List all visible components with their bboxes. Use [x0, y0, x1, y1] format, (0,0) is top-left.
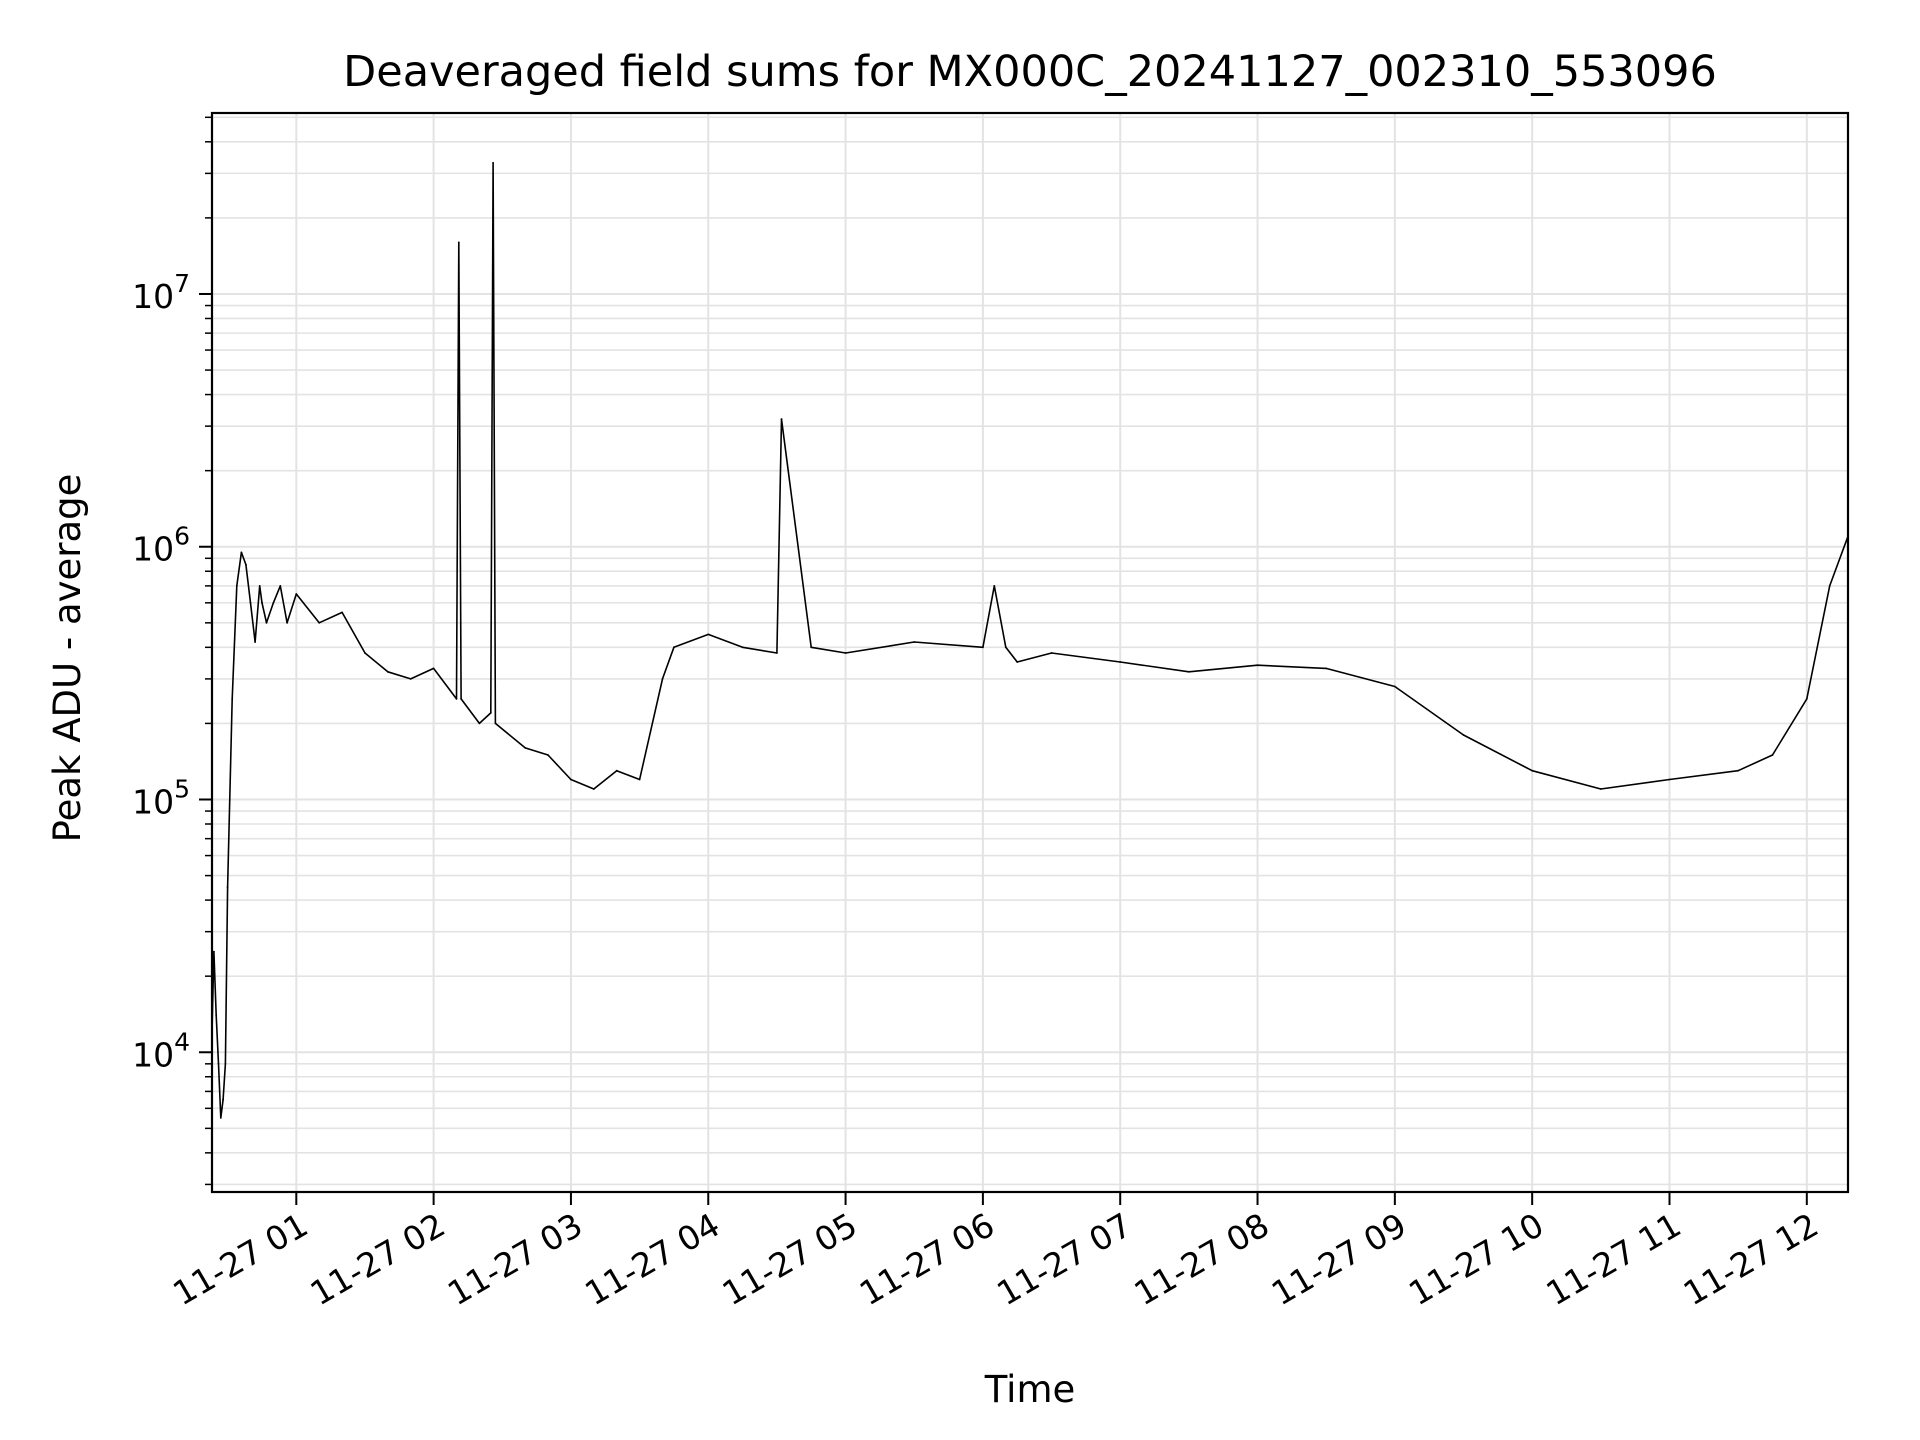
series-point: [570, 778, 572, 781]
series-point: [1771, 754, 1774, 756]
series-point: [460, 698, 462, 700]
plot-area-frame: [210, 111, 1850, 1194]
series-point: [249, 601, 252, 604]
series-point: [261, 601, 263, 604]
series-point: [592, 788, 595, 790]
y-tick-exponent: 7: [174, 269, 190, 298]
y-tick-base: 10: [132, 783, 174, 822]
series-point: [993, 585, 996, 587]
series-point: [457, 241, 460, 244]
data-series: [211, 162, 1849, 1119]
series-point: [224, 1062, 227, 1065]
series-point: [638, 778, 641, 781]
series-point: [494, 722, 497, 725]
series-point: [1737, 769, 1739, 772]
y-axis-label: Peak ADU - average: [46, 474, 89, 843]
series-point: [258, 585, 261, 587]
series-point: [1462, 734, 1465, 736]
series-point: [215, 1014, 218, 1017]
series-point: [1531, 769, 1534, 772]
series-point: [364, 652, 366, 654]
series-point: [245, 563, 247, 566]
y-tick-label: 107: [132, 269, 190, 316]
series-point: [1668, 778, 1671, 781]
series-point: [707, 633, 710, 636]
series-point: [1188, 670, 1190, 673]
y-tick-label: 104: [132, 1027, 190, 1074]
series-point: [226, 886, 229, 889]
y-tick-label: 105: [132, 775, 190, 822]
series-point: [272, 601, 275, 604]
series-point: [661, 678, 664, 680]
x-axis-label: Time: [984, 1368, 1076, 1411]
grid-lines: [212, 113, 1848, 1192]
series-point: [240, 551, 243, 554]
series-point: [222, 1098, 225, 1101]
series-point: [741, 646, 744, 649]
series-point: [219, 1117, 222, 1119]
series-point: [254, 641, 256, 643]
series-point: [1325, 667, 1328, 670]
series-point: [913, 641, 916, 643]
series-point: [1050, 652, 1053, 654]
series-point: [1805, 698, 1808, 700]
series-point: [235, 585, 238, 587]
series-point: [982, 646, 984, 649]
series-point: [673, 646, 675, 649]
series-point: [776, 652, 778, 654]
series-point: [409, 678, 412, 680]
series-point: [455, 698, 458, 700]
series-point: [1119, 661, 1122, 663]
y-tick-exponent: 4: [174, 1027, 190, 1056]
series-point: [295, 593, 298, 595]
y-tick-base: 10: [132, 1035, 174, 1074]
series-point: [386, 670, 389, 673]
chart-title: Deaveraged field sums for MX000C_2024112…: [343, 47, 1717, 97]
series-point: [1393, 685, 1396, 688]
series-point: [1599, 788, 1602, 790]
series-point: [286, 621, 288, 624]
y-tick-base: 10: [132, 277, 174, 316]
series-point: [318, 621, 321, 624]
series-point: [231, 698, 234, 700]
y-tick-exponent: 6: [174, 522, 190, 551]
series-point: [810, 646, 813, 649]
y-tick-base: 10: [132, 530, 174, 569]
series-point: [780, 418, 783, 420]
series-point: [217, 1062, 220, 1065]
series-point: [489, 712, 492, 714]
series-point: [1004, 646, 1007, 649]
series-point: [1256, 664, 1259, 667]
series-point: [1828, 585, 1831, 587]
series-point: [213, 950, 215, 953]
series-line-0: [212, 162, 1848, 1119]
series-point: [265, 621, 268, 624]
series-point: [524, 747, 527, 749]
series-point: [432, 667, 435, 670]
series-point: [844, 652, 847, 654]
series-point: [1016, 661, 1019, 663]
y-tick-exponent: 5: [174, 775, 190, 804]
y-tick-label: 106: [132, 522, 190, 569]
series-point: [279, 585, 282, 587]
series-point: [478, 722, 481, 725]
series-point: [341, 611, 343, 614]
series-point: [492, 162, 494, 164]
series-point: [615, 769, 618, 772]
series-point: [547, 754, 549, 756]
